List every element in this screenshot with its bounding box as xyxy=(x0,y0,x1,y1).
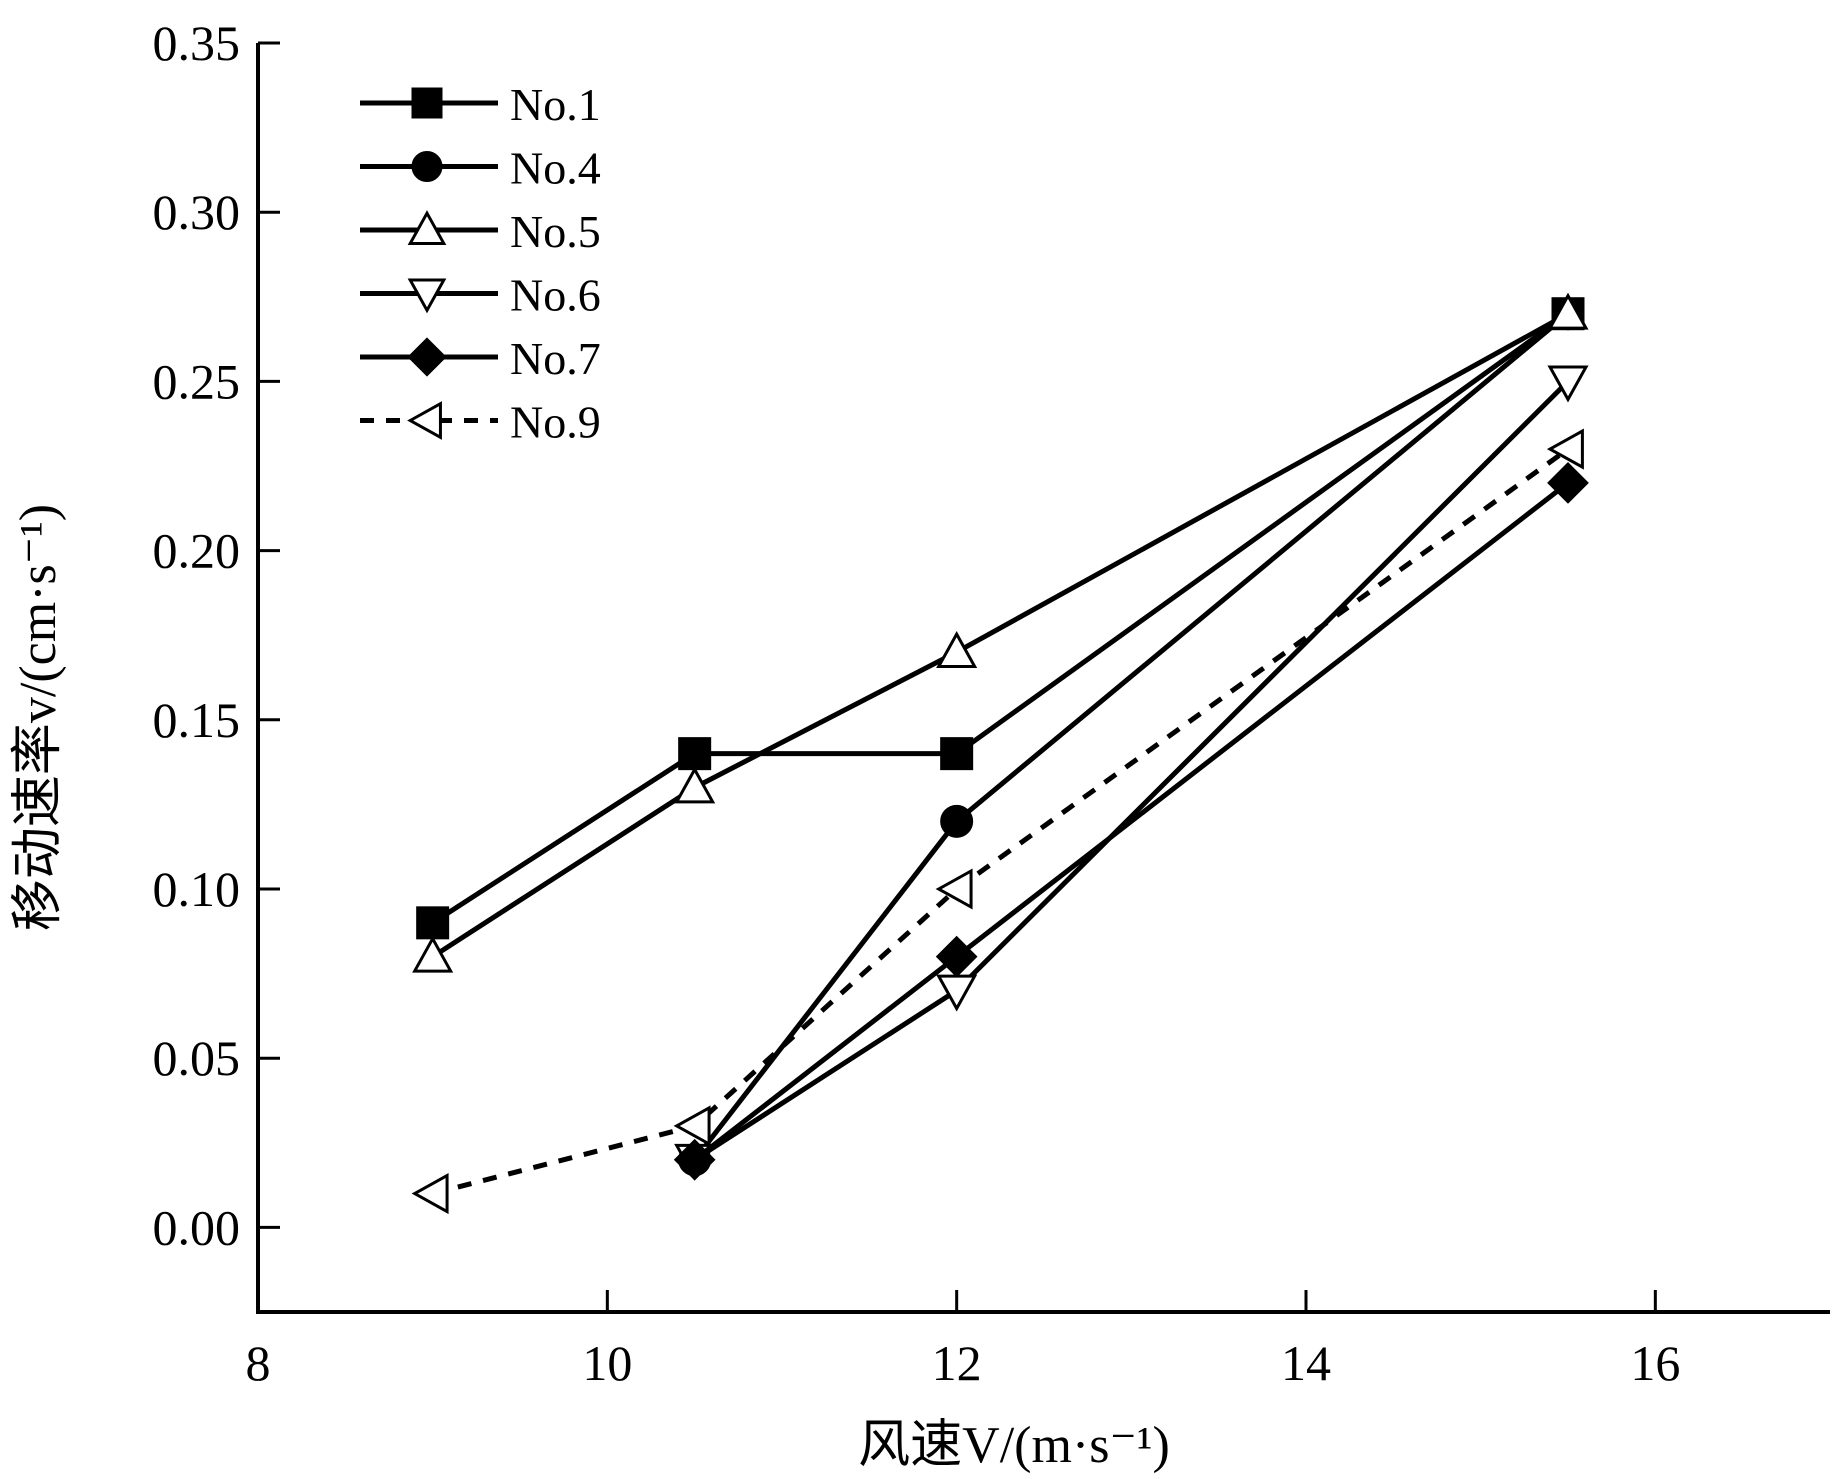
y-tick-label: 0.05 xyxy=(153,1030,241,1086)
legend-entry: No.1 xyxy=(360,79,601,130)
legend-marker xyxy=(407,401,442,440)
legend: No.1 No.4 No.5 No.6 No.7 No.9 xyxy=(360,79,601,448)
legend-label: No.4 xyxy=(510,143,601,194)
legend-label: No.5 xyxy=(510,206,601,257)
data-point xyxy=(935,868,973,910)
series-no4 xyxy=(678,297,1585,1177)
legend-label: No.9 xyxy=(510,397,601,448)
data-point xyxy=(678,737,712,771)
axes: 0.00 0.05 0.10 0.15 0.20 0.25 0.30 0.35 8 10 12 14 1… xyxy=(153,15,1830,1391)
legend-marker xyxy=(411,87,443,119)
data-point xyxy=(1547,462,1589,504)
legend-marker xyxy=(407,278,447,314)
legend-label: No.7 xyxy=(510,333,601,384)
data-point xyxy=(1547,365,1589,403)
data-point xyxy=(935,935,978,978)
y-axis-title: 移动速率v/(cm·s⁻¹) xyxy=(10,504,67,931)
x-tick-label: 14 xyxy=(1281,1335,1331,1391)
data-point xyxy=(1546,428,1584,470)
x-tick-label: 12 xyxy=(932,1335,982,1391)
data-point xyxy=(940,804,974,838)
x-axis-title: 风速V/(m·s⁻¹) xyxy=(858,1417,1170,1474)
y-tick-label: 0.25 xyxy=(153,353,241,409)
y-tick-label: 0.00 xyxy=(153,1199,241,1255)
y-tick-label: 0.35 xyxy=(153,15,241,71)
y-tick-label: 0.15 xyxy=(153,692,241,748)
series-line xyxy=(431,311,1570,925)
data-point xyxy=(412,935,454,973)
data-point xyxy=(411,1173,449,1215)
legend-entry: No.9 xyxy=(360,397,601,448)
data-point xyxy=(673,1105,711,1147)
legend-marker xyxy=(407,210,447,245)
y-tick-label: 0.20 xyxy=(153,523,241,579)
data-point xyxy=(673,1138,716,1181)
legend-entry: No.5 xyxy=(360,206,601,257)
y-tick-label: 0.30 xyxy=(153,184,241,240)
x-tick-label: 16 xyxy=(1630,1335,1680,1391)
y-tick-label: 0.10 xyxy=(153,861,241,917)
legend-entry: No.6 xyxy=(360,270,601,321)
legend-label: No.1 xyxy=(510,79,601,130)
series-no6 xyxy=(674,365,1589,1181)
data-point xyxy=(940,737,974,771)
legend-entry: No.7 xyxy=(360,333,601,384)
series-layer xyxy=(411,292,1589,1215)
series-line xyxy=(693,379,1570,1162)
data-point xyxy=(936,974,978,1012)
series-line xyxy=(431,311,1570,959)
series-no9 xyxy=(411,428,1584,1215)
series-line xyxy=(692,311,1570,1162)
legend-entry: No.4 xyxy=(360,143,601,194)
x-tick-label: 10 xyxy=(582,1335,632,1391)
data-point xyxy=(674,766,716,804)
data-point xyxy=(936,631,978,669)
series-line xyxy=(432,447,1570,1196)
data-point xyxy=(1547,292,1589,330)
series-no7 xyxy=(673,462,1589,1181)
legend-label: No.6 xyxy=(510,270,601,321)
series-line xyxy=(693,480,1570,1162)
x-tick-label: 8 xyxy=(246,1335,271,1391)
series-no5 xyxy=(412,292,1589,973)
data-point xyxy=(416,906,450,940)
legend-marker xyxy=(407,337,447,377)
legend-marker xyxy=(411,151,443,182)
series-no1 xyxy=(416,297,1585,940)
